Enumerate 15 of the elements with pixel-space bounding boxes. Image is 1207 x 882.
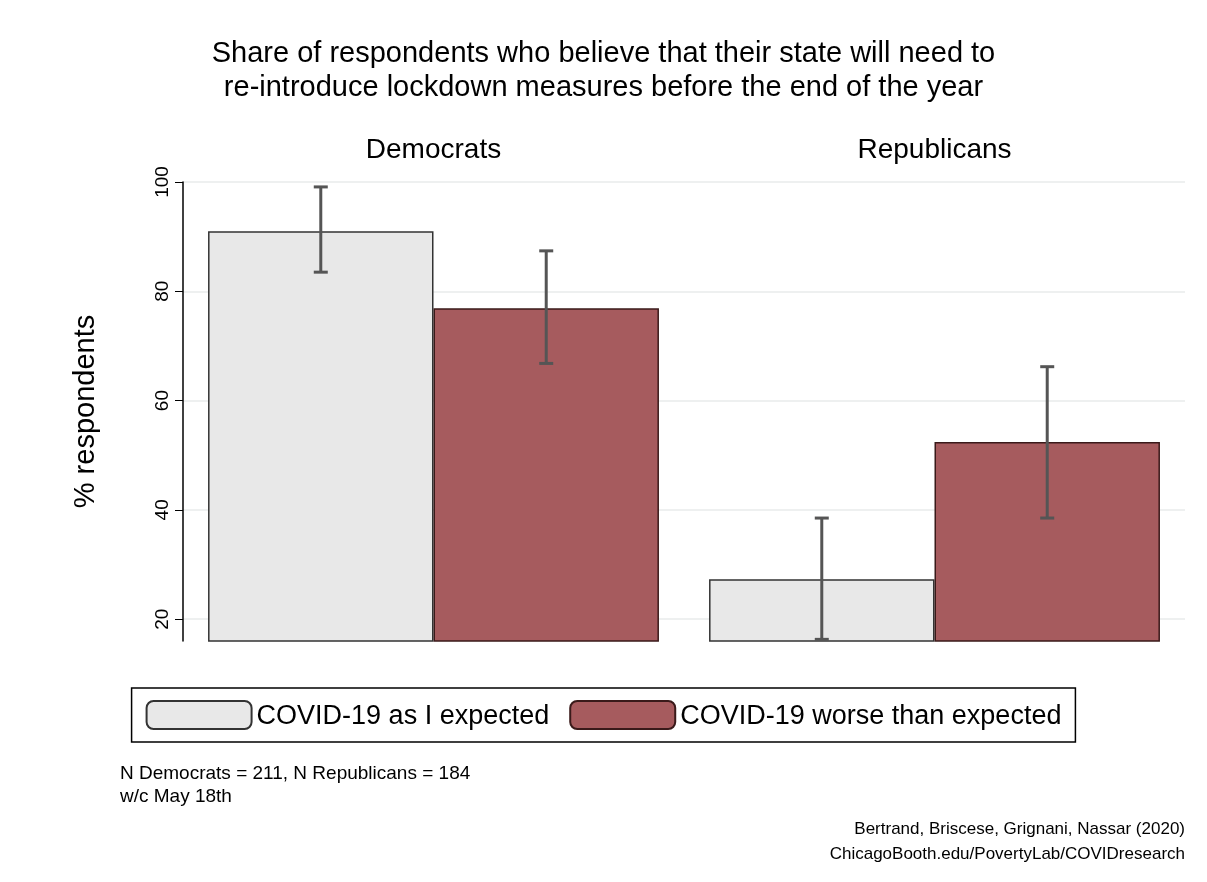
text: ChicagoBooth.edu/PovertyLab/COVIDresearch — [829, 844, 1186, 863]
x-tick-label: Republicans — [857, 132, 1012, 164]
y-tick-label: 80 — [151, 280, 172, 302]
legend-label: COVID-19 worse than expected — [680, 700, 1062, 730]
y-tick-label: 100 — [151, 166, 172, 198]
legend-label: COVID-19 as I expected — [256, 700, 550, 730]
text: w/c May 18th — [119, 785, 232, 806]
x-tick-label: Democrats — [365, 132, 502, 164]
y-tick-label: 60 — [151, 390, 172, 412]
text: N Democrats = 211, N Republicans = 184 — [120, 762, 471, 783]
text: Bertrand, Briscese, Grignani, Nassar (2020) — [854, 819, 1186, 838]
y-tick-label: 20 — [151, 608, 172, 630]
y-tick-label: 40 — [151, 499, 172, 521]
chart-title: Share of respondents who believe that their state will need to re-introduce lockdown measures before the end of the year — [211, 36, 996, 102]
y-axis-title: % respondents — [67, 314, 100, 509]
